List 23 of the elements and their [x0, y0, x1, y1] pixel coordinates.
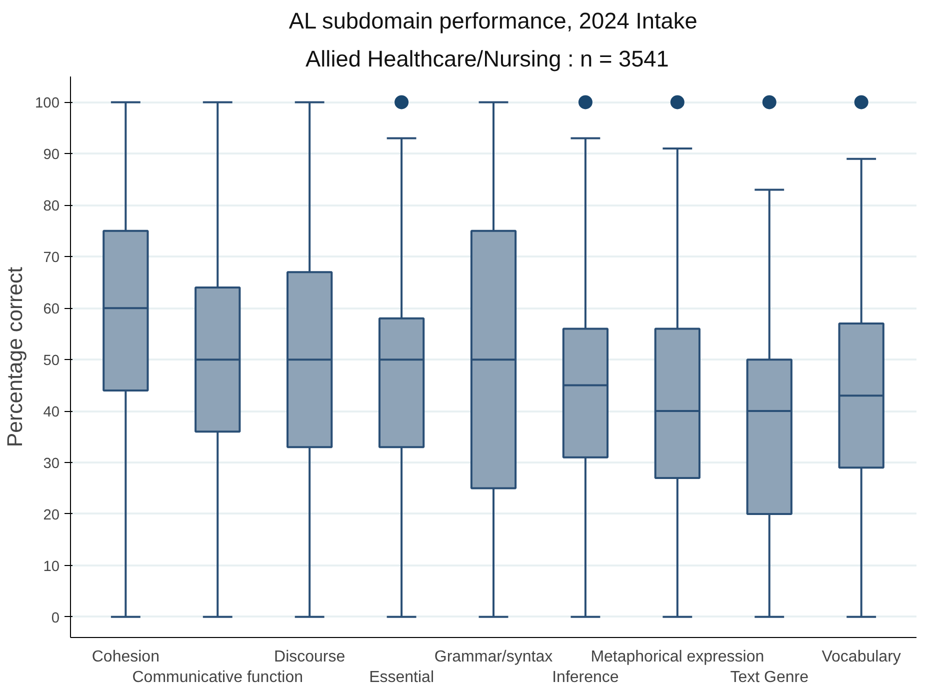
x-tick-label: Cohesion: [92, 648, 160, 666]
y-tick-label: 90: [43, 147, 60, 164]
x-tick-label: Communicative function: [132, 668, 304, 686]
x-tick-label: Grammar/syntax: [434, 648, 553, 666]
y-tick-label: 10: [43, 558, 60, 575]
chart-title: AL subdomain performance, 2024 Intake: [288, 8, 698, 34]
y-axis-title: Percentage correct: [3, 266, 28, 448]
y-tick-label: 60: [43, 302, 60, 318]
y-tick-label: 70: [43, 250, 60, 266]
y-tick-label: 40: [43, 404, 60, 421]
x-tick-label: Vocabulary: [822, 648, 901, 666]
y-tick-label: 30: [43, 456, 60, 472]
x-tick-label: Text Genre: [730, 668, 809, 686]
y-tick-label: 100: [35, 96, 60, 112]
y-tick-label: 80: [43, 198, 60, 215]
x-tick-label: Essential: [369, 668, 434, 686]
x-tick-label: Discourse: [274, 648, 346, 666]
x-tick-label: Metaphorical expression: [590, 648, 764, 666]
x-tick-label: Inference: [552, 668, 619, 686]
y-tick-label: 0: [51, 610, 60, 626]
y-tick-label: 50: [43, 353, 60, 370]
y-tick-label: 20: [43, 507, 60, 524]
chart-subtitle: Allied Healthcare/Nursing : n = 3541: [306, 46, 669, 72]
